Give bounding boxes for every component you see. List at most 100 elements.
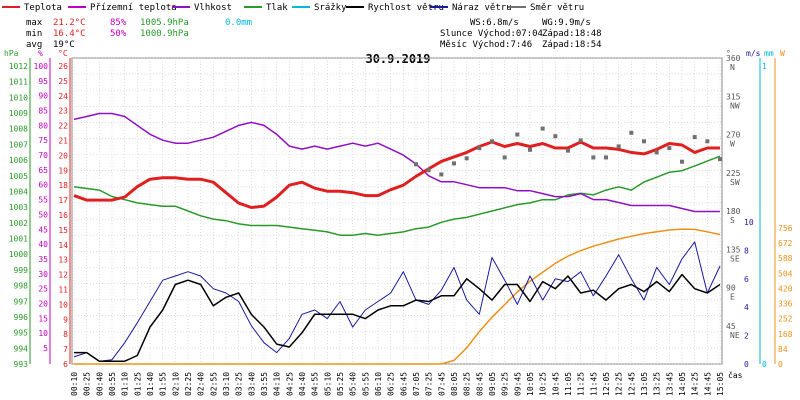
- axis-hpa-unit: hPa: [4, 49, 19, 58]
- axis-time-tick: 12:05: [602, 372, 611, 396]
- axis-celsius-tick: 25: [58, 77, 68, 86]
- axis-time-tick: 00:10: [70, 372, 79, 396]
- axis-direction-label: SW: [730, 178, 740, 187]
- stats-max-hum: 85%: [110, 18, 127, 28]
- stats-min-temp: 16.4°C: [53, 29, 86, 39]
- axis-time-tick: 01:10: [121, 372, 130, 396]
- axis-time-tick: 02:55: [209, 372, 218, 396]
- axis-hpa-tick: 1006: [9, 156, 28, 165]
- series-tlak-line: [73, 155, 721, 236]
- axis-pct-tick: 5: [43, 344, 48, 353]
- axis-direction-label: SE: [730, 254, 740, 263]
- axis-celsius-tick: 21: [58, 137, 68, 146]
- sunrise-info: Slunce Východ:07:04: [440, 29, 543, 39]
- axis-celsius-tick: 22: [58, 122, 68, 131]
- axis-ms-unit: m/s: [746, 49, 761, 58]
- axis-celsius-tick: 18: [58, 181, 68, 190]
- axis-hpa-tick: 1002: [9, 219, 28, 228]
- series-smer-point: [718, 157, 722, 162]
- axis-time-tick: 03:25: [235, 372, 244, 396]
- stats-avg-label: avg: [26, 40, 42, 50]
- stats-max-press: 1005.9hPa: [140, 18, 189, 28]
- axis-time-tick: 01:40: [146, 372, 155, 396]
- legend-label-rychlost: Rychlost větru: [368, 3, 444, 13]
- series-solar-line: [74, 228, 721, 365]
- axis-pct-tick: 85: [38, 107, 48, 116]
- series-smer-point: [540, 126, 545, 131]
- legend-label-smer: Směr větru: [530, 3, 584, 13]
- axis-watt-tick: 336: [778, 300, 793, 309]
- axis-time-tick: 11:25: [577, 372, 586, 396]
- series-smer-point: [667, 146, 672, 151]
- axis-watt-tick: 84: [778, 345, 788, 354]
- wind-speed-max: WS:6.8m/s: [470, 18, 519, 28]
- axis-hpa-tick: 1009: [9, 109, 28, 118]
- axis-pct-tick: 35: [38, 255, 48, 264]
- axis-direction-label: W: [730, 140, 735, 149]
- series-smer-point: [502, 155, 507, 160]
- axis-celsius-tick: 7: [63, 345, 68, 354]
- axis-pct-tick: 95: [38, 77, 48, 86]
- axis-celsius-tick: 20: [58, 151, 68, 160]
- axis-time-tick: 09:45: [513, 372, 522, 396]
- axis-time-tick: 13:25: [653, 372, 662, 396]
- axis-hpa-tick: 998: [14, 282, 29, 291]
- axis-time-tick: 15:05: [716, 372, 725, 396]
- axis-time-tick: 09:05: [488, 372, 497, 396]
- axis-pct-tick: 90: [38, 92, 48, 101]
- axis-hpa-tick: 1007: [9, 140, 28, 149]
- axis-pct-tick: 25: [38, 285, 48, 294]
- axis-time-unit: čas: [728, 370, 743, 380]
- axis-time-tick: 14:45: [703, 372, 712, 396]
- axis-pct-tick: 20: [38, 299, 48, 308]
- axis-direction-deg: 360: [726, 54, 741, 63]
- axis-celsius-tick: 9: [63, 315, 68, 324]
- axis-direction-deg: 180: [726, 207, 741, 216]
- axis-time-tick: 10:05: [526, 372, 535, 396]
- legend-label-prizemni: Přízemní teplota: [90, 3, 177, 13]
- axis-time-tick: 06:25: [387, 372, 396, 396]
- axis-time-tick: 11:45: [589, 372, 598, 396]
- axis-celsius-tick: 15: [58, 226, 68, 235]
- series-smer-point: [464, 156, 469, 161]
- axis-celsius-tick: 19: [58, 166, 68, 175]
- axis-pct-tick: 65: [38, 166, 48, 175]
- axis-time-tick: 08:25: [463, 372, 472, 396]
- axis-ms-tick: 4: [744, 303, 749, 312]
- axis-hpa-tick: 1000: [9, 250, 28, 259]
- axis-celsius-tick: 23: [58, 107, 68, 116]
- axis-time-tick: 06:10: [374, 372, 383, 396]
- axis-time-tick: 14:25: [691, 372, 700, 396]
- axis-direction-label: NW: [730, 101, 740, 110]
- series-smer-point: [566, 148, 570, 153]
- axis-watt-tick: 168: [778, 330, 793, 339]
- axis-pct-tick: 50: [38, 210, 48, 219]
- axis-hpa-tick: 1010: [9, 93, 28, 102]
- axis-time-tick: 08:45: [475, 372, 484, 396]
- axis-time-tick: 13:45: [665, 372, 674, 396]
- axis-time-tick: 11:05: [564, 372, 573, 396]
- axis-celsius-tick: 10: [58, 300, 68, 309]
- axis-celsius-tick: 11: [58, 286, 68, 295]
- axis-hpa-tick: 994: [14, 344, 29, 353]
- axis-time-tick: 07:45: [437, 372, 446, 396]
- axis-direction-deg: 45: [726, 322, 736, 331]
- axis-mm-tick: 0: [762, 360, 767, 369]
- axis-hpa-tick: 1004: [9, 187, 28, 196]
- legend-label-naraz: Náraz větru: [452, 3, 512, 13]
- axis-hpa-tick: 993: [14, 360, 29, 369]
- series-smer-point: [680, 159, 684, 164]
- axis-time-tick: 12:25: [615, 372, 624, 396]
- axis-time-tick: 01:55: [159, 372, 168, 396]
- axis-time-tick: 04:25: [285, 372, 294, 396]
- axis-time-tick: 00:55: [108, 372, 117, 396]
- axis-time-tick: 12:45: [627, 372, 636, 396]
- wind-sun-info: WS:6.8m/s WG:9.9m/s Slunce Východ:07:04 …: [440, 18, 602, 50]
- moonset-info: Západ:18:54: [542, 40, 602, 50]
- axis-direction-label: E: [730, 293, 735, 302]
- axis-direction-label: S: [730, 216, 735, 225]
- series-smer-point: [705, 139, 710, 144]
- stats-max-temp: 21.2°C: [53, 18, 86, 28]
- legend: Teplota Přízemní teplota Vlhkost Tlak Srážky…: [2, 3, 584, 13]
- wind-gust-max: WG:9.9m/s: [542, 18, 591, 28]
